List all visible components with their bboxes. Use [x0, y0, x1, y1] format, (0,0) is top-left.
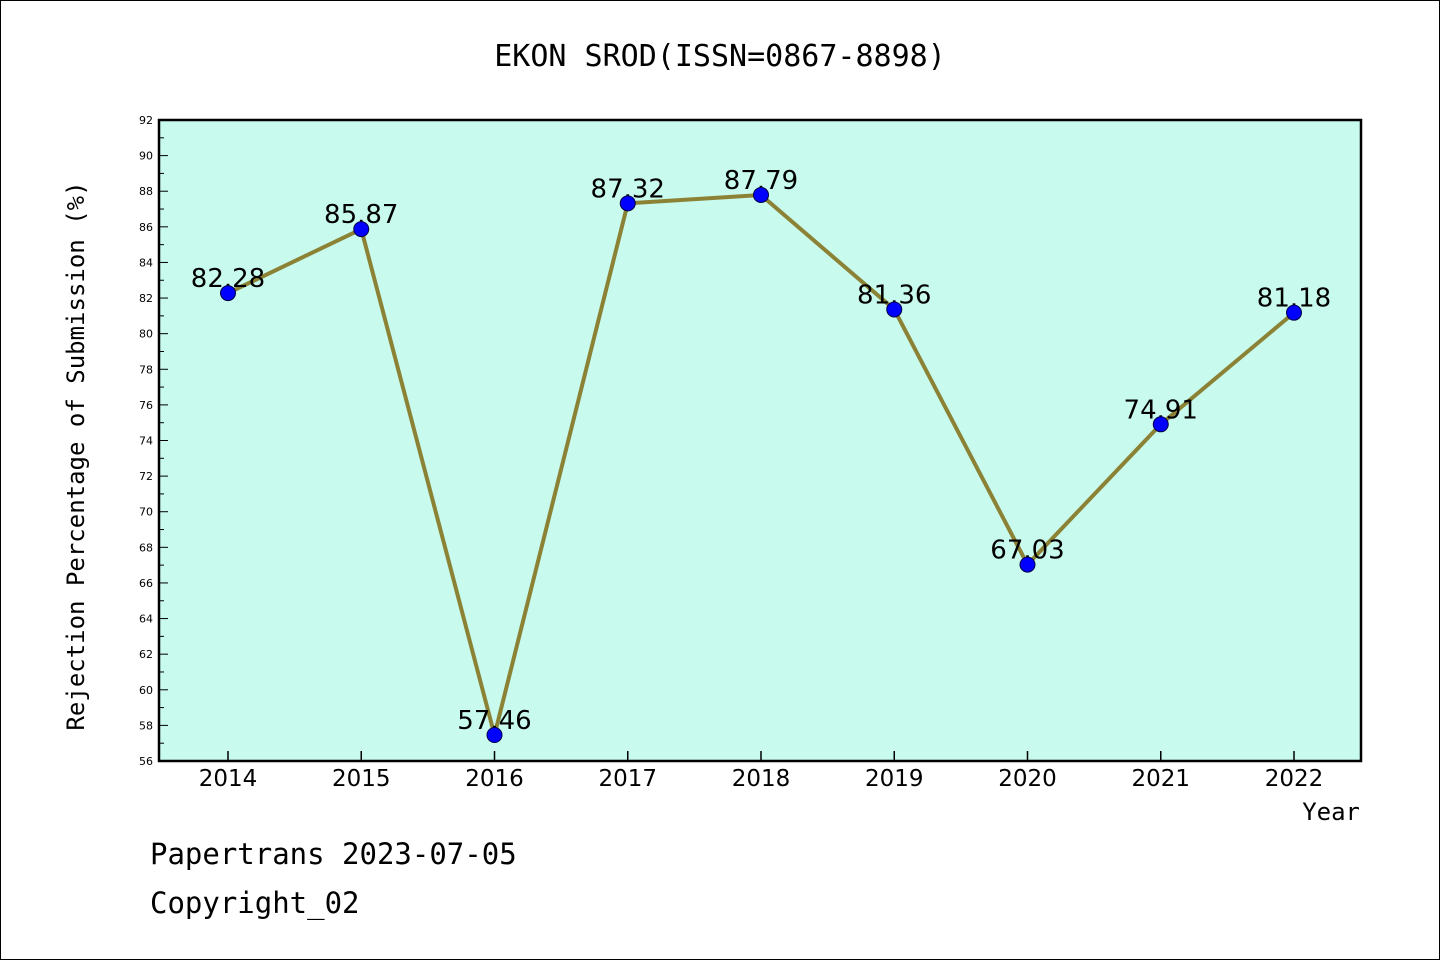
y-axis-label: Rejection Percentage of Submission (%): [62, 181, 90, 730]
chart-title: EKON SROD(ISSN=0867-8898): [494, 39, 946, 74]
data-point: [753, 186, 769, 203]
y-tick-label: 64: [139, 613, 153, 626]
y-tick-label: 78: [139, 363, 153, 376]
y-tick-label: 82: [139, 292, 153, 305]
data-point: [886, 301, 903, 318]
x-tick-label: 2020: [998, 766, 1057, 792]
y-tick-label: 68: [139, 541, 153, 554]
x-tick-label: 2014: [199, 766, 258, 792]
y-tick-label: 76: [139, 399, 153, 412]
y-tick-label: 60: [139, 684, 153, 697]
data-point: [1019, 556, 1036, 573]
x-tick-label: 2017: [598, 766, 657, 792]
y-tick-label: 74: [139, 435, 153, 448]
y-tick-label: 86: [139, 221, 153, 234]
y-tick-label: 84: [139, 256, 153, 269]
x-tick-label: 2019: [865, 766, 924, 792]
data-point: [1152, 416, 1169, 433]
y-tick-label: 58: [139, 719, 153, 732]
footer-date: Papertrans 2023-07-05: [150, 837, 517, 871]
y-tick-label: 72: [139, 470, 153, 483]
y-axis: 56 58 60 62 64 66 68 70 72 74 76 78 80 82 84 86 88 90 92: [139, 114, 168, 768]
x-axis-label: Year: [1302, 798, 1360, 826]
y-tick-label: 80: [139, 328, 153, 341]
footer-copyright: Copyright_02: [150, 886, 360, 921]
y-tick-label: 92: [139, 114, 153, 127]
data-point: [1286, 304, 1302, 321]
y-tick-label: 70: [139, 506, 153, 519]
x-tick-label: 2022: [1265, 766, 1324, 792]
y-tick-label: 62: [139, 648, 153, 661]
y-tick-label: 56: [139, 755, 153, 768]
y-tick-label: 90: [139, 150, 153, 163]
data-point: [220, 285, 236, 302]
y-tick-label: 66: [139, 577, 153, 590]
data-point: [486, 727, 503, 744]
data-point: [353, 221, 370, 238]
x-tick-label: 2016: [465, 766, 524, 792]
y-tick-label: 88: [139, 185, 153, 198]
data-point: [619, 195, 636, 212]
x-tick-label: 2021: [1131, 766, 1190, 792]
x-axis: 2014 2015 2016 2017 2018 2019 2020 2021 2022: [199, 751, 1324, 792]
x-tick-label: 2015: [332, 766, 391, 792]
x-tick-label: 2018: [732, 766, 791, 792]
